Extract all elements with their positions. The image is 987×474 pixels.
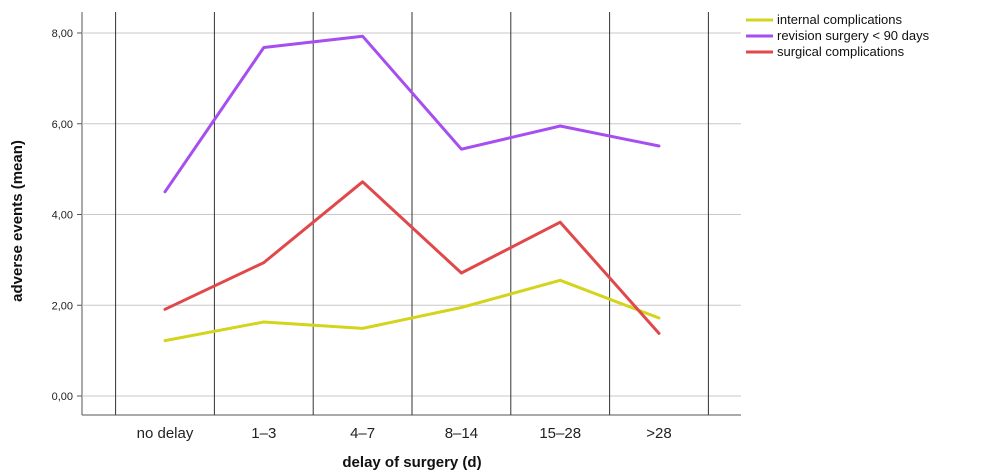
x-tick-label: 4–7 [350,425,375,442]
y-axis: 0,00 2,00 4,00 6,00 8,00 [52,28,82,403]
x-tick-label: 1–3 [251,425,276,442]
y-tick-label: 8,00 [52,28,73,40]
y-tick-label: 6,00 [52,119,73,131]
legend-label: revision surgery < 90 days [777,28,930,43]
legend-label: internal complications [777,12,903,27]
legend-label: surgical complications [777,44,905,59]
y-tick-label: 2,00 [52,300,73,312]
x-tick-label: 8–14 [445,425,478,442]
x-tick-label: no delay [137,425,194,442]
series-line-surgical-complications [163,180,661,335]
y-axis-title: adverse events (mean) [9,140,26,302]
x-axis-title: delay of surgery (d) [342,454,481,471]
series-lines [163,34,661,343]
x-axis: no delay 1–3 4–7 8–14 15–28 >28 [137,425,672,442]
y-tick-label: 0,00 [52,391,73,403]
x-tick-label: 15–28 [539,425,581,442]
x-tick-label: >28 [646,425,671,442]
grid-lines [82,12,741,415]
series-line-revision-surgery-90-days [163,34,661,194]
y-tick-label: 4,00 [52,210,73,222]
series-line-internal-complications [163,278,661,343]
